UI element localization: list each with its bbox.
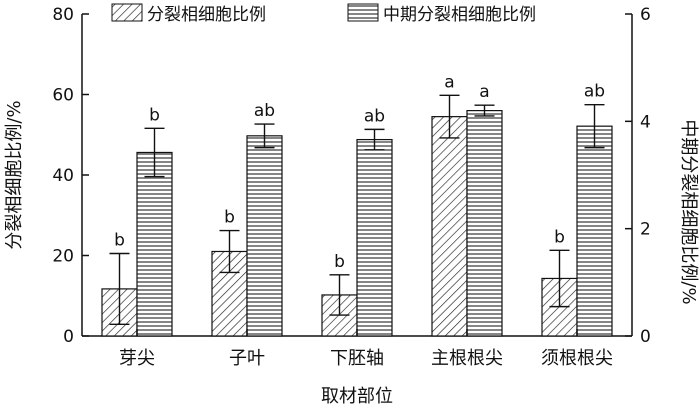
left-tick-label: 0 [63,327,74,347]
left-tick-label: 60 [52,86,74,106]
category-label: 芽尖 [119,348,155,369]
bar-group: a [431,72,468,337]
right-tick-label: 4 [640,112,651,132]
significance-letter: a [479,82,489,102]
significance-letter: b [114,230,125,250]
legend-swatch-mitotic [111,3,143,22]
bar-metaphase [356,138,393,337]
category-label: 主根根尖 [431,348,503,369]
bar-group: ab [576,82,613,337]
legend-swatch-metaphase [347,3,379,22]
legend: 分裂相细胞比例 中期分裂相细胞比例 [111,3,536,25]
legend-label-mitotic: 分裂相细胞比例 [147,5,266,25]
bar-group: ab [246,101,283,337]
bar-group: b [101,230,138,337]
bar-group: b [211,208,248,337]
legend-label-metaphase: 中期分裂相细胞比例 [383,5,536,25]
significance-letter: ab [584,82,605,102]
right-tick-label: 0 [640,327,651,347]
bar-mitotic [431,116,468,337]
bar-group: b [136,105,173,337]
bar-group: ab [356,106,393,337]
significance-letter: b [554,227,565,247]
right-y-axis-title: 中期分裂相细胞比例/% [678,119,699,304]
significance-letter: ab [364,106,385,126]
bar-metaphase [246,135,283,337]
left-tick-label: 20 [52,247,74,267]
bar-metaphase [466,109,503,337]
ticks: 0 20 40 60 80 0 2 4 6 芽尖 子叶 下胚轴 主根根尖 须根根尖 [52,5,650,369]
right-tick-label: 6 [640,5,651,25]
significance-letter: b [149,105,160,125]
left-tick-label: 80 [52,5,74,25]
left-tick-label: 40 [52,166,74,186]
bar-group: b [321,252,358,337]
bar-group: a [466,82,503,337]
significance-letter: b [334,252,345,272]
significance-letter: a [444,72,454,92]
category-label: 子叶 [229,348,265,369]
x-axis-title: 取材部位 [321,386,393,407]
bar-metaphase [576,125,613,337]
bar-metaphase [136,151,173,337]
category-label: 下胚轴 [330,348,384,369]
left-y-axis-title: 分裂相细胞比例/% [4,100,25,249]
significance-letter: ab [254,101,275,121]
significance-letter: b [224,208,235,228]
bar-group: b [541,227,578,337]
category-label: 须根根尖 [541,348,613,369]
right-tick-label: 2 [640,220,651,240]
